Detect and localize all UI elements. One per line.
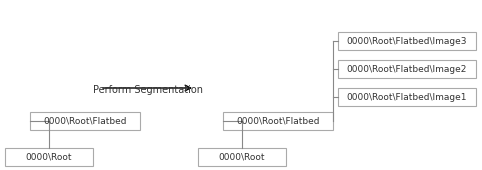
Text: 0000\Root\Flatbed: 0000\Root\Flatbed — [236, 116, 320, 125]
Text: 0000\Root: 0000\Root — [219, 152, 265, 162]
FancyBboxPatch shape — [338, 32, 476, 50]
FancyBboxPatch shape — [223, 112, 333, 130]
FancyBboxPatch shape — [198, 148, 286, 166]
Text: 0000\Root\Flatbed\Image3: 0000\Root\Flatbed\Image3 — [347, 37, 467, 46]
Text: 0000\Root\Flatbed\Image2: 0000\Root\Flatbed\Image2 — [347, 64, 467, 73]
Text: 0000\Root\Flatbed\Image1: 0000\Root\Flatbed\Image1 — [347, 92, 467, 101]
Text: 0000\Root: 0000\Root — [26, 152, 72, 162]
Text: 0000\Root\Flatbed: 0000\Root\Flatbed — [43, 116, 127, 125]
Text: Perform Segmentation: Perform Segmentation — [93, 85, 203, 95]
FancyBboxPatch shape — [30, 112, 140, 130]
FancyBboxPatch shape — [5, 148, 93, 166]
FancyBboxPatch shape — [338, 60, 476, 78]
FancyBboxPatch shape — [338, 88, 476, 106]
